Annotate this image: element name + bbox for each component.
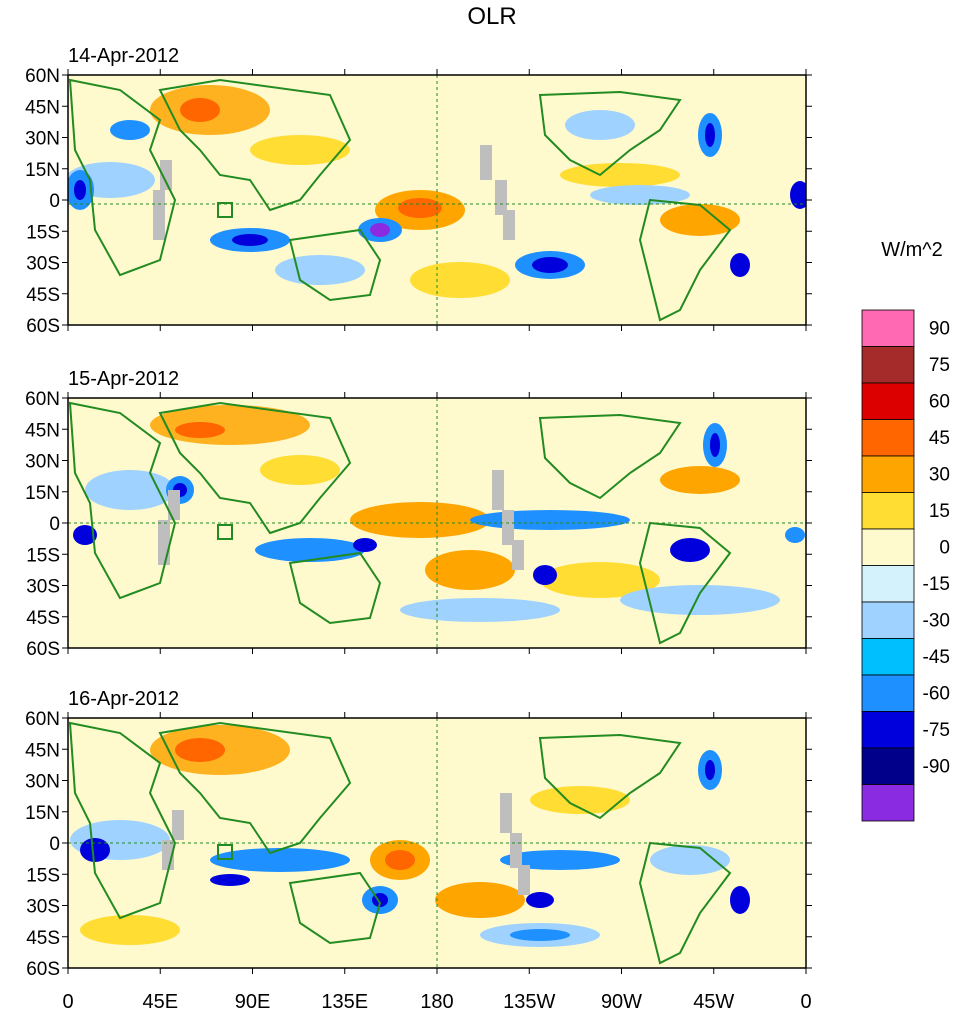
colorbar-swatch <box>861 346 915 384</box>
colorbar-swatch <box>861 419 915 457</box>
colorbar-label: 45 <box>929 428 950 449</box>
lon-tick-label: 180 <box>420 991 453 1013</box>
panel-date-label: 15-Apr-2012 <box>68 368 179 390</box>
lon-tick-label: 135E <box>321 991 368 1013</box>
missing-data-swath <box>153 145 515 240</box>
colorbar-label: 90 <box>929 319 950 340</box>
lat-tick-label: 0 <box>49 514 60 535</box>
lat-tick-label: 30N <box>25 452 60 473</box>
colorbar-swatch <box>861 492 915 530</box>
lat-tick-label: 45N <box>25 740 60 761</box>
colorbar-label: -75 <box>923 720 950 741</box>
colorbar-swatch <box>861 747 915 785</box>
colorbar-swatch <box>861 601 915 639</box>
lat-tick-label: 60N <box>25 709 60 730</box>
lat-tick-label: 15S <box>26 865 60 886</box>
panel-date-label: 14-Apr-2012 <box>68 45 179 67</box>
lon-tick-label: 45W <box>693 991 734 1013</box>
lat-tick-label: 60N <box>25 66 60 87</box>
lat-tick-label: 45S <box>26 285 60 306</box>
lon-tick-label: 90E <box>235 991 271 1013</box>
lat-tick-label: 0 <box>49 191 60 212</box>
colorbar-label: -15 <box>923 574 950 595</box>
lat-tick-label: 30N <box>25 772 60 793</box>
lon-tick-label: 0 <box>62 991 73 1013</box>
lat-tick-label: 15N <box>25 160 60 181</box>
coastlines <box>68 78 732 322</box>
map-axes: 60N 45N 30N 15N 0 15S 30S 45S 60S 60N 45N 30N 15N 0 15… <box>25 66 812 1013</box>
coastlines <box>68 721 732 965</box>
panel-date-label: 16-Apr-2012 <box>68 688 179 710</box>
colorbar-label: 75 <box>929 355 950 376</box>
colorbar-label: -60 <box>923 684 950 705</box>
lat-tick-label: 15N <box>25 483 60 504</box>
missing-data-swath <box>162 793 530 895</box>
panel-15-apr: 15-Apr-2012 <box>67 368 807 649</box>
lat-tick-label: 45S <box>26 928 60 949</box>
lon-tick-label: 135W <box>503 991 555 1013</box>
panel-14-apr: 14-Apr-2012 <box>67 45 807 326</box>
map-field <box>68 75 806 325</box>
panel-16-apr: 16-Apr-2012 <box>67 688 807 969</box>
colorbar-swatch <box>861 455 915 493</box>
lat-tick-label: 60S <box>26 639 60 660</box>
colorbar-swatch <box>861 784 915 822</box>
lat-tick-label: 30S <box>26 577 60 598</box>
lat-tick-label: 45S <box>26 608 60 629</box>
lon-tick-label: 45E <box>142 991 178 1013</box>
lat-tick-label: 60S <box>26 316 60 337</box>
figure-title: OLR <box>467 3 516 30</box>
lat-tick-label: 60S <box>26 959 60 980</box>
colorbar: 90 75 60 45 30 15 0 -15 -30 -45 -60 -75 -90 <box>861 309 950 822</box>
lat-tick-label: 0 <box>49 834 60 855</box>
colorbar-label: -30 <box>923 611 950 632</box>
coastlines <box>68 401 732 645</box>
olr-shading <box>70 725 750 947</box>
olr-shading <box>73 405 805 622</box>
colorbar-swatch <box>861 382 915 420</box>
colorbar-label: 0 <box>939 538 950 559</box>
colorbar-label: 30 <box>929 465 950 486</box>
colorbar-swatch <box>861 711 915 749</box>
lat-tick-label: 45N <box>25 97 60 118</box>
colorbar-swatch <box>861 565 915 603</box>
lat-tick-label: 30S <box>26 897 60 918</box>
lat-tick-label: 30S <box>26 254 60 275</box>
lat-tick-label: 15N <box>25 803 60 824</box>
lon-tick-label: 0 <box>800 991 811 1013</box>
colorbar-swatch <box>861 638 915 676</box>
colorbar-label: -90 <box>923 757 950 778</box>
colorbar-units: W/m^2 <box>881 239 943 261</box>
colorbar-swatch <box>861 528 915 566</box>
lat-tick-label: 45N <box>25 420 60 441</box>
lat-tick-label: 15S <box>26 222 60 243</box>
lat-tick-label: 60N <box>25 389 60 410</box>
colorbar-label: -45 <box>923 647 950 668</box>
colorbar-label: 60 <box>929 392 950 413</box>
colorbar-swatch <box>861 674 915 712</box>
lon-tick-label: 90W <box>601 991 642 1013</box>
colorbar-swatch <box>861 309 915 347</box>
colorbar-label: 15 <box>929 501 950 522</box>
lat-tick-label: 15S <box>26 545 60 566</box>
lat-tick-label: 30N <box>25 129 60 150</box>
